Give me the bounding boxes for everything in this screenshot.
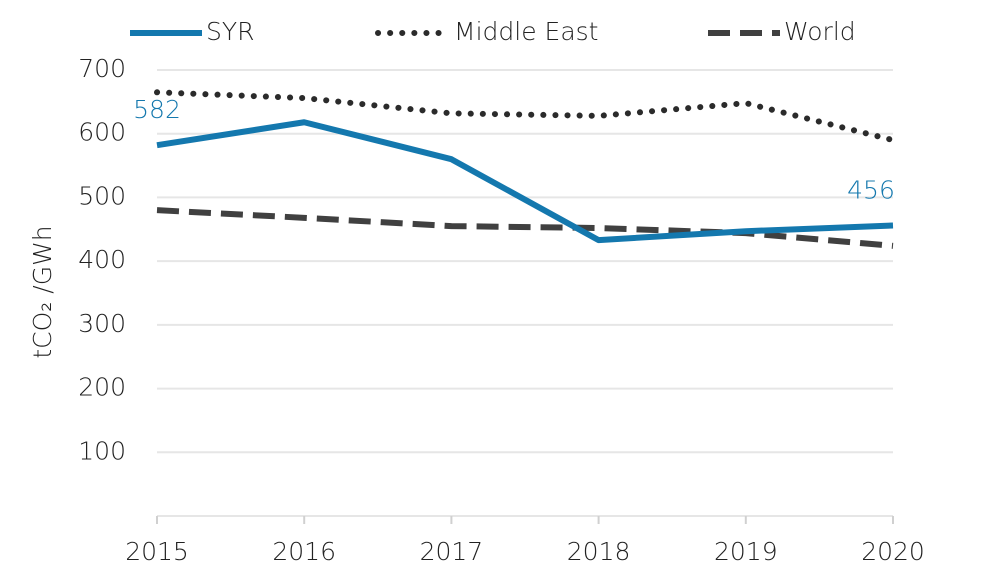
- y-tick-label: 100: [78, 436, 126, 465]
- series-line: [154, 89, 896, 144]
- y-tick-label: 700: [78, 54, 126, 83]
- legend-label: SYR: [206, 17, 255, 46]
- y-tick-label: 400: [78, 245, 126, 274]
- x-tick-label: 2018: [567, 537, 631, 566]
- x-tick-label: 2019: [714, 537, 778, 566]
- y-axis-label: tCO₂ /GWh: [28, 225, 57, 358]
- x-tick-label: 2017: [420, 537, 484, 566]
- y-tick-label: 200: [78, 373, 126, 402]
- x-tick-label: 2020: [861, 537, 925, 566]
- x-tick-label: 2016: [272, 537, 336, 566]
- y-tick-label: 600: [78, 118, 126, 147]
- x-tick-label: 2015: [125, 537, 189, 566]
- data-label: 456: [847, 175, 895, 204]
- series-line: [156, 207, 894, 249]
- y-tick-label: 300: [78, 309, 126, 338]
- series-line: [156, 119, 894, 244]
- legend-label: Middle East: [454, 17, 598, 46]
- legend-label: World: [784, 17, 856, 46]
- data-label: 582: [133, 95, 181, 124]
- y-tick-label: 500: [78, 181, 126, 210]
